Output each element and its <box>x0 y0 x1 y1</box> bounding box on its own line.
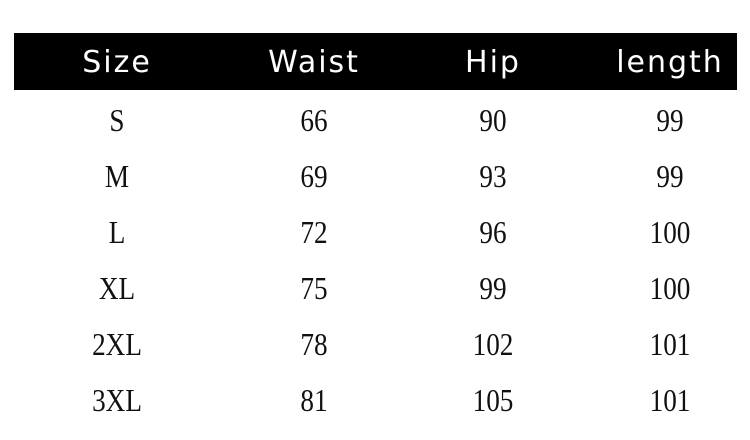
table-cell: 101 <box>649 326 691 362</box>
table-cell: S <box>109 102 125 138</box>
table-cell: 81 <box>300 382 328 418</box>
table-cell: 102 <box>472 326 514 362</box>
table-cell: 93 <box>479 158 507 194</box>
table-row: XL 75 99 100 <box>14 260 737 316</box>
table-cell: XL <box>98 270 136 306</box>
table-cell: 69 <box>300 158 328 194</box>
table-header: Size Waist Hip length <box>14 33 737 90</box>
table-cell: 72 <box>300 214 328 250</box>
table-cell: 96 <box>479 214 507 250</box>
table-cell: 99 <box>656 102 684 138</box>
table-cell: 100 <box>649 270 691 306</box>
table-cell: 99 <box>479 270 507 306</box>
table-cell: L <box>108 214 126 250</box>
table-cell: 2XL <box>92 326 142 362</box>
header-size: Size <box>82 45 152 80</box>
table-cell: 100 <box>649 214 691 250</box>
header-hip: Hip <box>465 45 521 80</box>
header-length: length <box>616 45 724 80</box>
table-row: 2XL 78 102 101 <box>14 316 737 372</box>
table-cell: 101 <box>649 382 691 418</box>
table-row: L 72 96 100 <box>14 204 737 260</box>
table-cell: 78 <box>300 326 328 362</box>
table-cell: M <box>104 158 130 194</box>
table-cell: 3XL <box>92 382 142 418</box>
table-cell: 90 <box>479 102 507 138</box>
table-cell: 99 <box>656 158 684 194</box>
table-cell: 66 <box>300 102 328 138</box>
table-row: M 69 93 99 <box>14 148 737 204</box>
header-waist: Waist <box>268 45 360 80</box>
table-row: 3XL 81 105 101 <box>14 372 737 428</box>
table-row: S 66 90 99 <box>14 92 737 148</box>
table-cell: 105 <box>472 382 514 418</box>
table-cell: 75 <box>300 270 328 306</box>
